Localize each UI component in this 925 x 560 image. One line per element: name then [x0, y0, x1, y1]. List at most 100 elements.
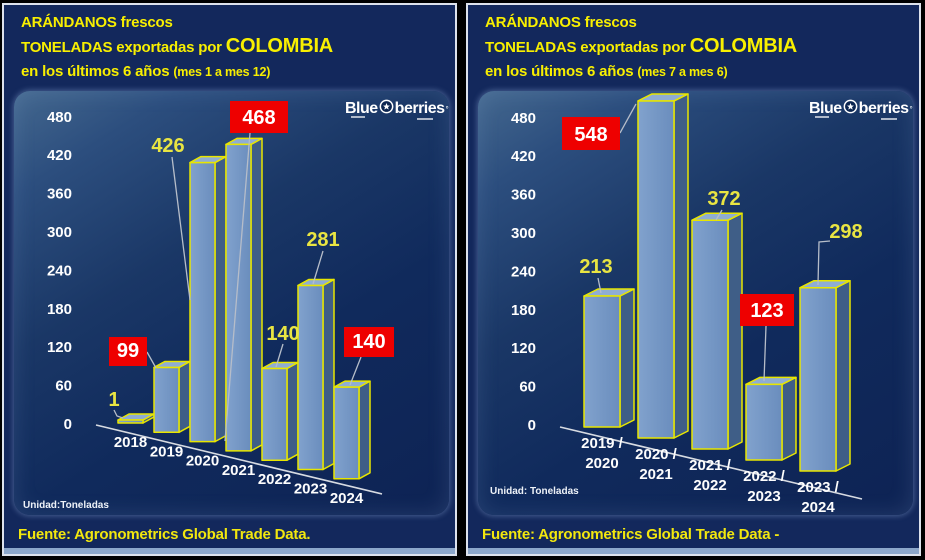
leader-line	[312, 250, 324, 285]
highlight-label-box	[109, 337, 147, 366]
chart-title: ARÁNDANOS frescos TONELADAS exportadas p…	[21, 11, 333, 84]
y-axis-tick-label: 480	[47, 109, 72, 126]
title-line-2: TONELADAS exportadas por COLOMBIA	[21, 35, 334, 57]
bar-front-face	[153, 366, 180, 434]
x-axis-label: 2019	[150, 443, 183, 460]
x-axis-label: 2018	[114, 434, 147, 451]
bar-value-label: 213	[579, 256, 612, 278]
bar-value-label: 372	[707, 188, 740, 210]
bar	[225, 137, 263, 452]
bar-front-face	[261, 367, 288, 461]
bar-front-face	[799, 286, 837, 472]
panel-calendar-year: ARÁNDANOS frescos TONELADAS exportadas p…	[2, 3, 457, 556]
source-label: Fuente: Agronometrics Global Trade Data …	[482, 526, 780, 543]
bar-value-label: 298	[829, 221, 862, 243]
bar-side-face	[781, 376, 797, 461]
bottom-strip	[4, 548, 455, 554]
y-axis-tick-label: 120	[511, 340, 536, 357]
bar	[189, 155, 227, 443]
bar-value-label: 99	[117, 340, 139, 362]
source-label: Fuente: Agronometrics Global Trade Data.	[18, 526, 311, 543]
bar	[583, 288, 635, 428]
bar-value-label: 140	[352, 331, 385, 353]
unit-label: Unidad: Toneladas	[490, 486, 579, 497]
unit-label: Unidad:Toneladas	[23, 500, 109, 511]
bar	[333, 380, 371, 480]
y-axis-tick-label: 0	[528, 417, 536, 434]
bar-front-face	[297, 284, 324, 471]
x-axis-label: 2019 /	[581, 435, 624, 452]
y-axis-tick-label: 180	[511, 302, 536, 319]
bar-value-label: 281	[306, 229, 339, 251]
bar-side-face	[358, 380, 371, 480]
y-axis-tick-label: 420	[511, 148, 536, 165]
leader-line	[171, 156, 191, 301]
y-axis-tick-label: 360	[47, 186, 72, 203]
logo-registered-mark: °	[909, 104, 913, 114]
leader-line	[817, 240, 831, 286]
logo-tagline-left	[351, 116, 365, 118]
bar-value-label: 123	[750, 300, 783, 322]
y-axis-tick-label: 300	[47, 224, 72, 241]
bar-value-label: 548	[574, 124, 607, 146]
bar	[691, 212, 743, 450]
x-axis-label: 2024	[330, 490, 364, 507]
title-line-2: TONELADAS exportadas por COLOMBIA	[485, 35, 798, 57]
bar	[637, 93, 689, 439]
x-axis-label: 2023 /	[797, 479, 840, 496]
highlight-label-box	[562, 117, 620, 150]
highlight-label-box	[344, 327, 394, 357]
x-axis-label: 2020	[186, 453, 219, 470]
bar	[153, 360, 191, 434]
leader-line	[763, 325, 767, 382]
logo-tagline-right	[417, 118, 433, 120]
bar-value-label: 140	[266, 323, 299, 345]
bar	[117, 413, 155, 424]
bar-side-face	[250, 137, 263, 452]
logo-tagline-left	[815, 116, 829, 118]
x-axis-label: 2022	[693, 477, 726, 494]
leader-line	[619, 103, 637, 134]
logo-text-blue: Blue	[345, 100, 378, 117]
leader-line	[349, 356, 362, 386]
panel-season-year: ARÁNDANOS frescos TONELADAS exportadas p…	[466, 3, 921, 556]
chart-title: ARÁNDANOS frescos TONELADAS exportadas p…	[485, 11, 797, 84]
x-axis-label: 2023	[294, 481, 327, 498]
bar-front-face	[691, 219, 729, 450]
blueberry-icon	[379, 99, 394, 119]
title-line-1: ARÁNDANOS frescos	[485, 14, 637, 31]
x-axis-label: 2023	[747, 488, 780, 505]
leader-line	[715, 209, 723, 221]
highlight-label-box	[740, 294, 794, 326]
logo-tagline-right	[881, 118, 897, 120]
leader-line	[275, 343, 284, 368]
leader-line	[597, 277, 602, 294]
bar-side-face	[619, 288, 635, 428]
bar-value-label: 1	[108, 389, 119, 411]
bar-front-face	[333, 386, 360, 480]
bar-front-face	[583, 295, 621, 428]
x-axis-label: 2022	[258, 471, 291, 488]
x-axis-label: 2022 /	[743, 468, 786, 485]
x-axis-label: 2021 /	[689, 457, 732, 474]
bar	[799, 279, 851, 472]
leader-line	[113, 409, 124, 419]
x-axis-label: 2021	[639, 466, 672, 483]
y-axis-tick-label: 240	[47, 262, 72, 279]
x-axis-label: 2021	[222, 462, 255, 479]
blueberries-logo: Blue berries °	[345, 99, 449, 120]
bar-front-face	[225, 143, 252, 452]
title-period: (mes 1 a mes 12)	[173, 65, 271, 79]
y-axis-tick-label: 180	[47, 301, 72, 318]
title-line-3: en los últimos 6 años (mes 1 a mes 12)	[21, 63, 271, 80]
bar-side-face	[178, 360, 191, 434]
title-country: COLOMBIA	[225, 35, 334, 57]
bar-front-face	[189, 161, 216, 443]
bar-side-face	[214, 155, 227, 443]
title-line-3: en los últimos 6 años (mes 7 a mes 6)	[485, 63, 728, 80]
bar-front-face	[637, 100, 675, 439]
title-country: COLOMBIA	[689, 35, 798, 57]
logo-text-berries: berries	[394, 100, 445, 117]
x-axis-baseline	[559, 426, 863, 500]
highlight-label-box	[230, 101, 288, 133]
